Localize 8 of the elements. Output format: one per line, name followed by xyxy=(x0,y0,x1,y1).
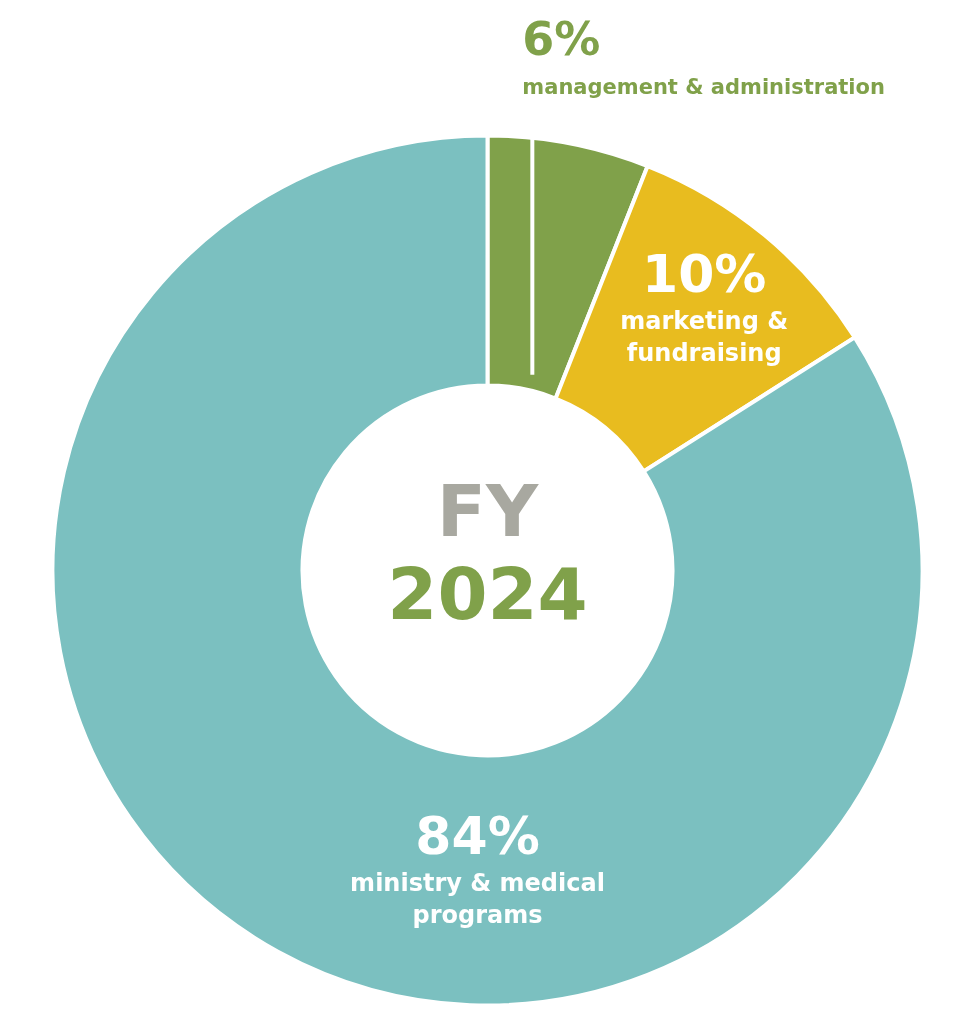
slice-label: ministry & medical programs xyxy=(350,868,605,929)
slice-label: management & administration xyxy=(522,74,885,99)
data-label: 6% xyxy=(522,11,601,66)
text: 2024 xyxy=(387,552,588,636)
data-label: 10% xyxy=(641,243,767,304)
text: FY xyxy=(436,468,540,553)
data-label: 84% xyxy=(415,805,540,866)
slice-label: marketing & fundraising xyxy=(620,306,789,367)
